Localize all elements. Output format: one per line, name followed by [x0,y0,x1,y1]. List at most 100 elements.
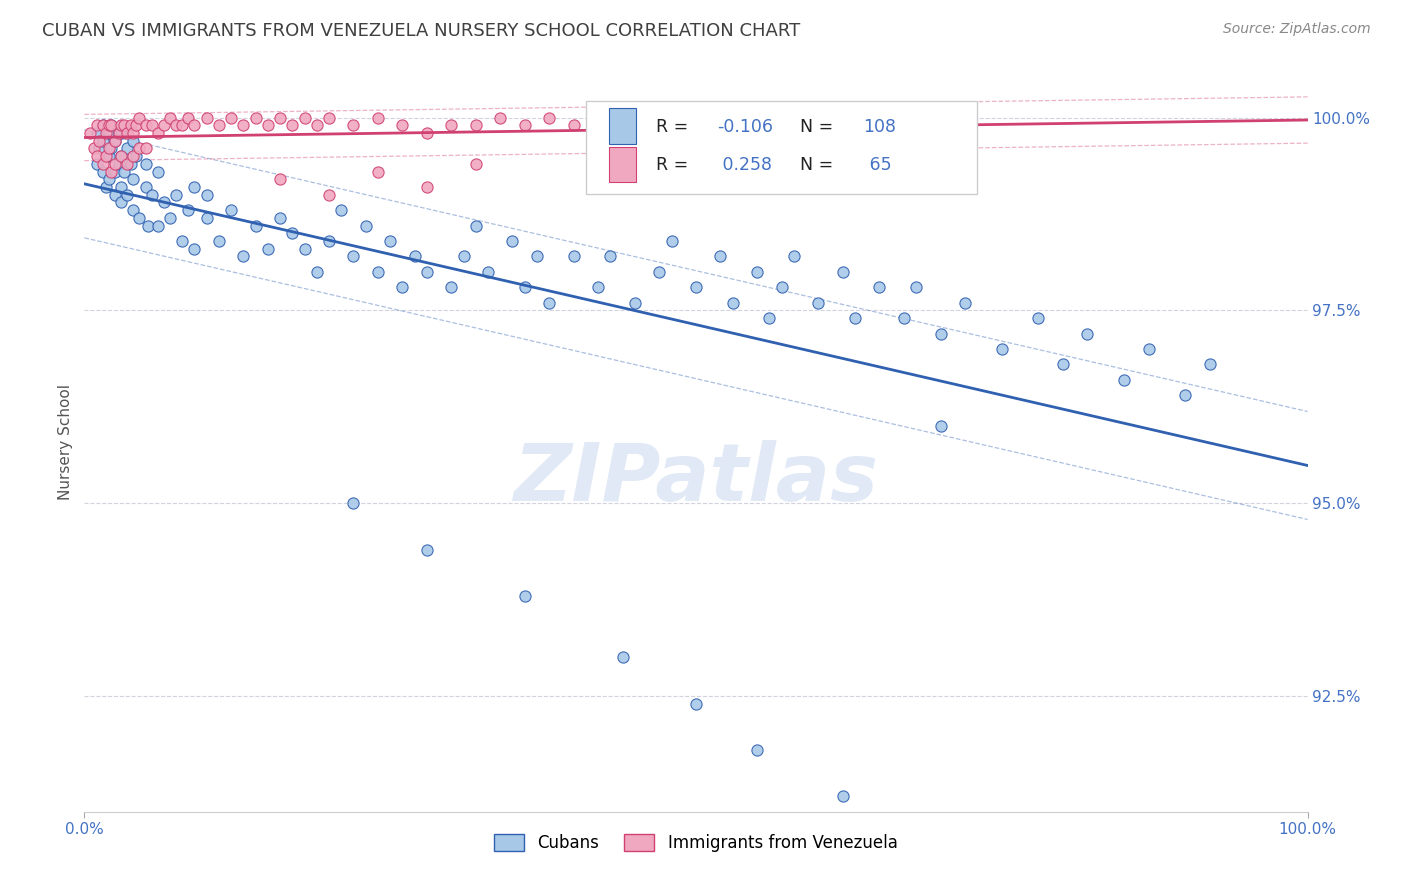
Point [96,180,118,194]
Point [110,149,132,163]
Point [208,234,231,248]
Point [562,249,585,263]
Point [416,180,439,194]
Point [110,195,132,210]
Text: -0.106: -0.106 [717,118,773,136]
Point [107,157,129,171]
Point [330,203,353,218]
Point [83,141,105,155]
Point [107,126,129,140]
Point [1137,342,1160,356]
Point [165,187,187,202]
Point [758,311,780,326]
Point [165,119,187,133]
Point [391,280,413,294]
Text: N =: N = [800,156,839,174]
Point [153,119,176,133]
Point [91,134,114,148]
Text: 108: 108 [863,118,897,136]
Point [807,295,830,310]
Point [86,157,108,171]
Point [112,164,135,178]
Point [97,172,120,186]
Point [685,280,707,294]
Point [177,111,200,125]
Point [1198,358,1220,372]
Point [135,141,157,155]
Point [831,265,853,279]
Point [489,111,512,125]
Point [599,249,621,263]
Point [1114,373,1136,387]
Point [107,126,129,140]
Point [177,203,200,218]
Point [79,126,101,140]
Point [135,119,157,133]
Point [100,119,122,133]
Point [219,203,242,218]
Point [110,180,132,194]
Point [305,265,328,279]
Point [1076,326,1098,341]
Point [612,650,634,665]
Point [115,126,138,140]
Point [115,187,138,202]
Point [146,219,169,233]
Point [342,249,364,263]
Point [159,111,181,125]
Point [953,295,976,310]
Point [172,119,194,133]
Point [115,157,138,171]
Point [183,242,205,256]
Text: 0.258: 0.258 [717,156,772,174]
Point [97,149,120,163]
Bar [609,147,636,183]
Point [120,119,142,133]
Point [153,195,176,210]
Point [502,234,524,248]
Point [538,295,561,310]
Point [416,126,439,140]
Point [100,141,122,155]
Point [661,234,683,248]
Point [416,542,439,557]
Point [464,219,486,233]
Point [905,280,928,294]
Point [120,157,142,171]
Point [146,126,169,140]
Point [893,311,915,326]
Point [562,119,585,133]
Point [513,119,536,133]
Point [122,172,145,186]
Point [245,111,267,125]
Point [464,119,486,133]
Point [183,119,205,133]
Point [159,211,181,225]
Point [104,134,127,148]
Point [367,164,389,178]
Point [844,311,866,326]
Point [91,119,114,133]
Point [257,119,280,133]
Point [404,249,426,263]
Point [440,119,463,133]
Point [136,219,159,233]
Point [648,265,671,279]
Point [747,265,769,279]
Point [110,119,132,133]
Point [110,126,132,140]
Text: R =: R = [655,156,693,174]
Point [195,187,218,202]
Point [135,180,157,194]
Point [112,119,135,133]
Point [991,342,1014,356]
Point [367,111,389,125]
Point [416,265,439,279]
Point [612,119,634,133]
Point [208,119,231,133]
Point [172,234,194,248]
Point [257,242,280,256]
Point [115,141,138,155]
Point [929,419,952,434]
Point [380,234,402,248]
